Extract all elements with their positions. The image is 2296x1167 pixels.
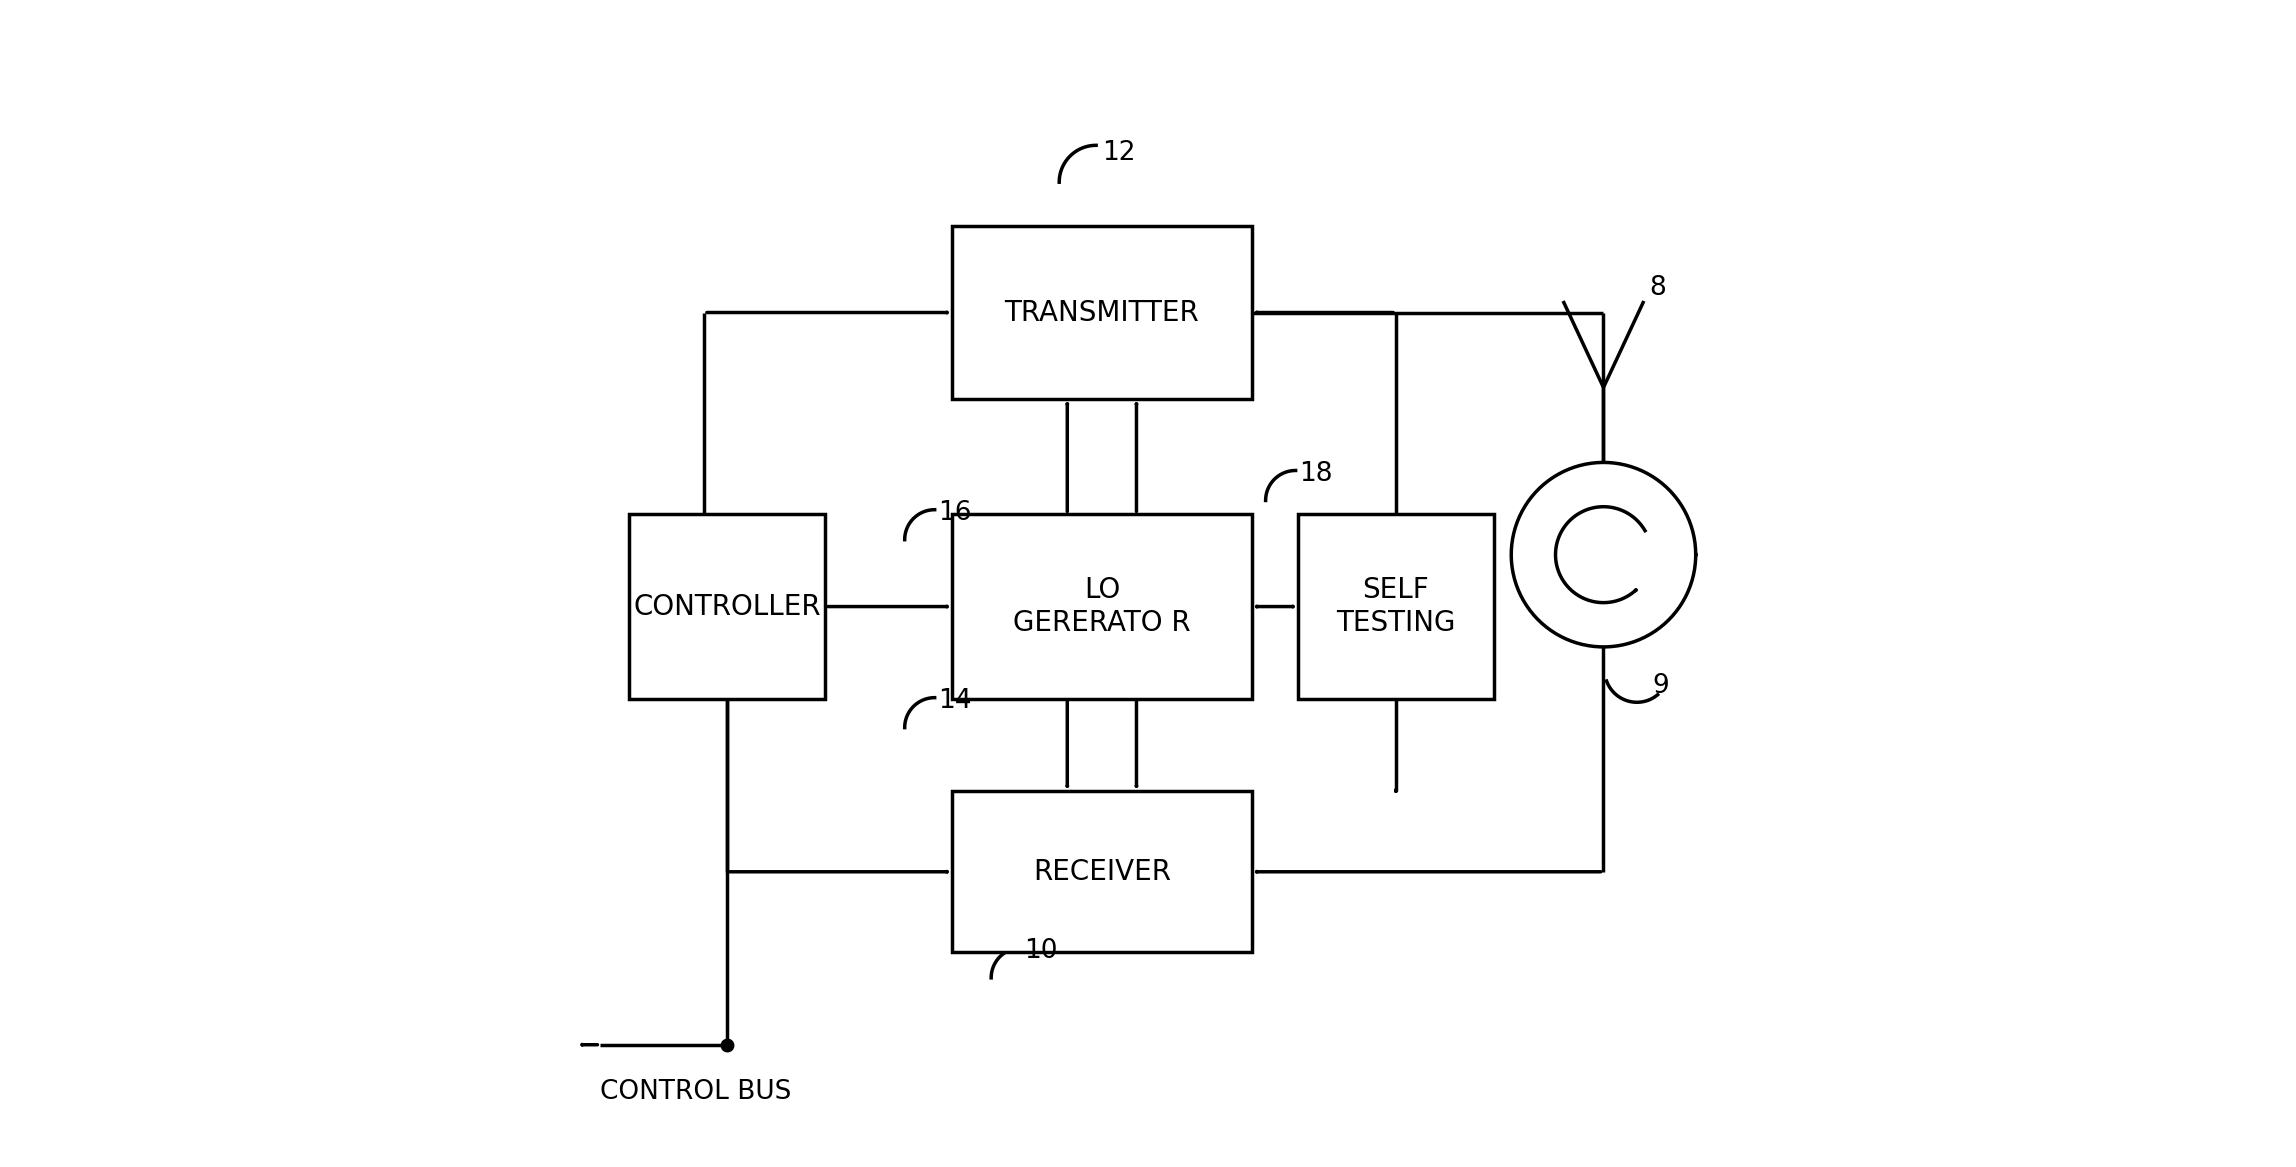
FancyBboxPatch shape	[953, 515, 1251, 699]
Text: SELF
TESTING: SELF TESTING	[1336, 576, 1456, 637]
FancyBboxPatch shape	[629, 515, 824, 699]
Text: CONTROLLER: CONTROLLER	[634, 593, 822, 621]
Text: CONTROL BUS: CONTROL BUS	[599, 1078, 792, 1105]
Text: 18: 18	[1300, 461, 1332, 487]
Text: LO
GERERATO R: LO GERERATO R	[1013, 576, 1192, 637]
FancyBboxPatch shape	[1297, 515, 1495, 699]
Text: 14: 14	[939, 687, 971, 714]
Text: 12: 12	[1102, 140, 1137, 166]
Text: 16: 16	[939, 499, 971, 526]
FancyBboxPatch shape	[953, 791, 1251, 952]
Text: 10: 10	[1024, 938, 1058, 964]
Text: 8: 8	[1649, 275, 1667, 301]
Text: RECEIVER: RECEIVER	[1033, 858, 1171, 886]
Text: 9: 9	[1651, 673, 1669, 699]
Text: TRANSMITTER: TRANSMITTER	[1006, 299, 1199, 327]
FancyBboxPatch shape	[953, 226, 1251, 399]
